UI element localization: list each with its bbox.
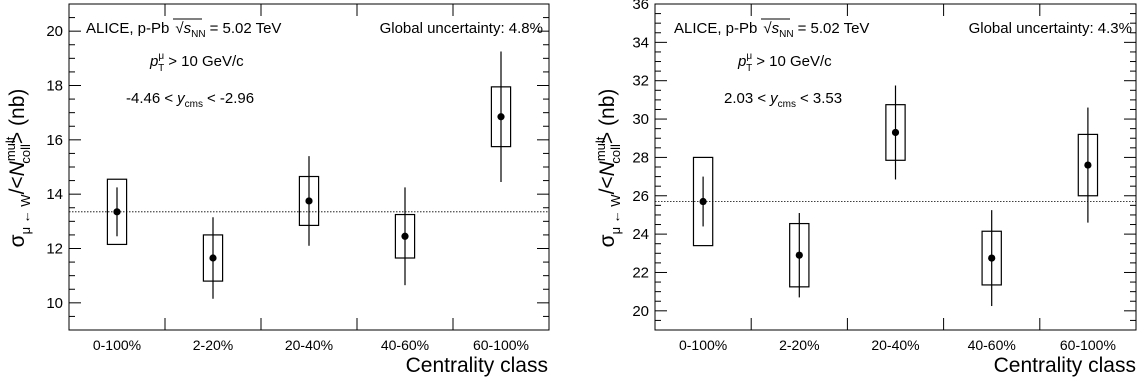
right-systematic-box bbox=[692, 156, 714, 247]
right-y-tick-label: 36 bbox=[632, 0, 649, 13]
svg-text:2.03 <ycms< 3.53: 2.03 < ycms < 3.53 bbox=[724, 90, 842, 110]
right-panel: 20 22 24 26 28 30 32 34 36 0-100% 2-20% 20-40% 40-6… bbox=[593, 0, 1137, 377]
right-y-tick-label: 26 bbox=[632, 188, 649, 205]
left-y-tick-label: 12 bbox=[46, 241, 63, 258]
svg-text:ALICE, p-Pb√sNN= 5.02 TeV: ALICE, p-Pb √sNN = 5.02 TeV bbox=[674, 20, 869, 40]
right-y-tick-label: 30 bbox=[632, 111, 649, 128]
right-annotation: ALICE, p-Pb √sNN = 5.02 TeV Global uncerta… bbox=[674, 18, 1132, 110]
right-y-tick-label: 34 bbox=[632, 34, 649, 51]
right-y-tick-label: 32 bbox=[632, 73, 649, 90]
right-x-tick-label: 40-60% bbox=[968, 337, 1016, 353]
left-data-points bbox=[106, 51, 512, 299]
right-data-point bbox=[891, 128, 900, 137]
svg-text:Global uncertainty: 4.8%: Global uncertainty: 4.8% bbox=[380, 20, 543, 37]
right-y-tick-label: 22 bbox=[632, 264, 649, 281]
right-y-tick-label: 24 bbox=[632, 226, 649, 243]
left-panel: 10 12 14 16 18 20 0-100% 2-20% 20-40% 40-60% 60-1… bbox=[3, 3, 550, 377]
svg-text:pμT> 10 GeV/c: pμ T > 10 GeV/c bbox=[149, 51, 244, 74]
left-x-tick-label: 20-40% bbox=[285, 337, 333, 353]
svg-text:σμ ← W/<Nmultcoll> (nb): σμ ← W/<Nmultcoll> (nb) bbox=[3, 89, 33, 248]
right-y-tick-label: 28 bbox=[632, 149, 649, 166]
left-x-axis-title: Centrality class bbox=[406, 354, 548, 377]
left-data-point bbox=[113, 208, 121, 216]
right-x-tick-label: 2-20% bbox=[779, 337, 819, 353]
left-x-tick-label: 40-60% bbox=[381, 337, 429, 353]
left-data-point bbox=[401, 232, 409, 240]
right-data-point bbox=[699, 197, 707, 206]
right-x-tick-labels: 0-100% 2-20% 20-40% 40-60% 60-100% bbox=[679, 337, 1116, 353]
left-data-point bbox=[305, 197, 313, 205]
left-y-tick-labels: 10 12 14 16 18 20 bbox=[46, 23, 63, 312]
svg-text:ALICE, p-Pb√sNN= 5.02 TeV: ALICE, p-Pb √sNN = 5.02 TeV bbox=[86, 20, 281, 40]
left-x-tick-label: 60-100% bbox=[473, 337, 529, 353]
left-x-tick-labels: 0-100% 2-20% 20-40% 40-60% 60-100% bbox=[93, 337, 529, 353]
right-y-tick-labels: 20 22 24 26 28 30 32 34 36 bbox=[632, 0, 649, 320]
right-x-tick-label: 0-100% bbox=[679, 337, 727, 353]
svg-text:-4.46 <ycms< -2.96: -4.46 < ycms < -2.96 bbox=[126, 90, 254, 110]
right-data-points bbox=[692, 85, 1099, 307]
left-y-tick-label: 16 bbox=[46, 132, 63, 149]
svg-text:Global uncertainty: 4.3%: Global uncertainty: 4.3% bbox=[969, 20, 1132, 37]
left-x-tick-label: 0-100% bbox=[93, 337, 141, 353]
left-x-tick-label: 2-20% bbox=[193, 337, 233, 353]
right-y-axis-title: σμ ← W/<Nmultcoll> (nb) bbox=[593, 89, 623, 248]
left-y-axis-title: σμ ← W/<Nmultcoll> (nb) bbox=[3, 89, 33, 248]
right-x-tick-label: 60-100% bbox=[1060, 337, 1116, 353]
left-y-tick-label: 20 bbox=[46, 23, 63, 40]
right-y-tick-label: 20 bbox=[632, 303, 649, 320]
left-y-tick-label: 10 bbox=[46, 295, 63, 312]
right-data-point bbox=[1084, 161, 1092, 169]
svg-text:pμT> 10 GeV/c: pμ T > 10 GeV/c bbox=[737, 51, 832, 74]
left-annotation: ALICE, p-Pb √sNN = 5.02 TeV Global uncerta… bbox=[86, 18, 543, 110]
right-data-point bbox=[795, 251, 803, 259]
right-x-tick-label: 20-40% bbox=[871, 337, 919, 353]
right-x-axis-title: Centrality class bbox=[994, 354, 1136, 377]
svg-text:σμ ← W/<Nmultcoll> (nb): σμ ← W/<Nmultcoll> (nb) bbox=[593, 89, 623, 248]
right-ticks bbox=[655, 3, 1136, 331]
left-y-tick-label: 14 bbox=[46, 186, 63, 203]
left-y-tick-label: 18 bbox=[46, 78, 63, 95]
left-ticks bbox=[69, 3, 549, 331]
left-data-point bbox=[497, 113, 505, 121]
right-data-point bbox=[988, 254, 996, 262]
left-data-point bbox=[209, 254, 217, 262]
left-systematic-box bbox=[106, 178, 128, 246]
